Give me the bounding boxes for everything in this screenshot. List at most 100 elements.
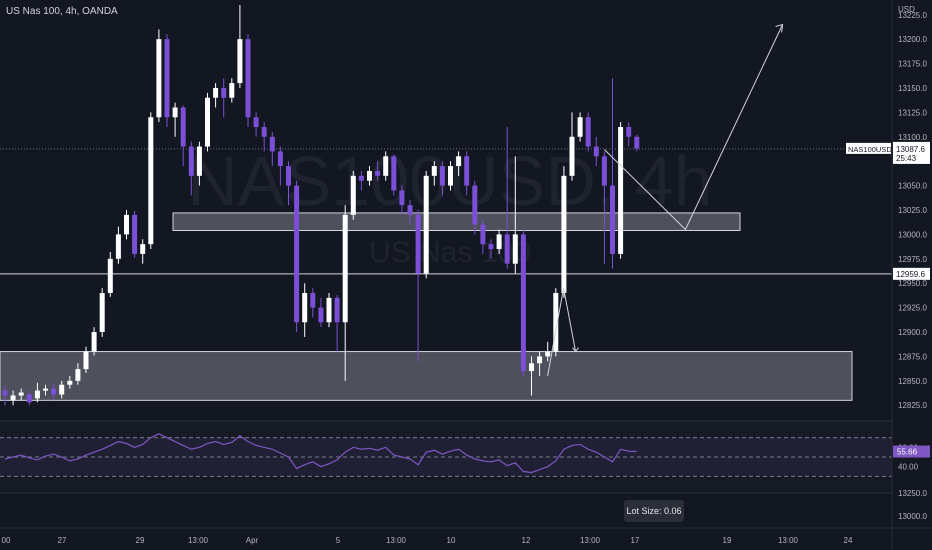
candle-body — [115, 234, 121, 259]
candle-body — [577, 117, 583, 137]
candle-body — [156, 39, 162, 118]
candle-body — [107, 258, 113, 293]
candle-body — [529, 363, 534, 372]
candle-body — [610, 185, 615, 254]
lot-size-badge[interactable]: Lot Size: 0.06 — [624, 500, 684, 522]
candle-body — [448, 166, 453, 186]
candle-body — [2, 390, 8, 396]
time-tick-label: 29 — [136, 536, 145, 545]
level-price-badge — [893, 267, 930, 280]
candle-body — [196, 146, 202, 176]
candle-body — [431, 166, 437, 176]
time-tick-label: 10 — [447, 536, 456, 545]
price-tick-label: 12825.0 — [898, 401, 927, 410]
candle-body — [326, 297, 332, 323]
candle-body — [269, 136, 275, 152]
price-tick-label: 13100.0 — [898, 133, 927, 142]
price-tick-label: 12875.0 — [898, 352, 927, 361]
candle-body — [585, 117, 591, 147]
price-tick-label: 13000.0 — [898, 230, 927, 239]
candle-body — [545, 351, 551, 357]
candle-body — [496, 234, 502, 250]
time-tick-label: Apr — [246, 536, 259, 545]
current-price-label: 13087.6 — [896, 145, 925, 154]
time-tick-label: 13:00 — [188, 536, 209, 545]
candle-body — [601, 156, 607, 186]
price-tick-label: 13025.0 — [898, 206, 927, 215]
candle-body — [286, 166, 291, 186]
zone-resistance — [172, 212, 741, 232]
candle-body — [391, 156, 397, 191]
rsi-tick-label: 40.00 — [898, 463, 919, 472]
time-tick-label: 5 — [336, 536, 341, 545]
price-tick-label: 12975.0 — [898, 255, 927, 264]
candle-body — [480, 224, 486, 245]
price-tick-label: 12900.0 — [898, 328, 927, 337]
candle-body — [407, 205, 413, 215]
candle-body — [43, 388, 48, 391]
candle-body — [253, 117, 259, 128]
candle-body — [423, 175, 429, 274]
candle-body — [367, 170, 372, 181]
candle-body — [245, 39, 251, 118]
candle-body — [472, 185, 478, 225]
candle-body — [569, 136, 575, 176]
price-tick-label: 13050.0 — [898, 182, 927, 191]
time-tick-label: 17 — [631, 536, 640, 545]
candle-body — [18, 392, 24, 396]
candle-body — [91, 332, 97, 352]
candle-body — [83, 351, 89, 370]
watermark-subtitle: US Nas 100 — [369, 236, 531, 269]
candle-body — [553, 292, 559, 352]
time-tick-label: 12 — [522, 536, 531, 545]
candle-body — [75, 369, 81, 381]
candle-body — [213, 87, 219, 98]
candle-body — [205, 97, 210, 147]
candle-body — [310, 292, 316, 308]
candle-body — [164, 39, 170, 118]
price-axis-currency: USD — [898, 5, 915, 14]
candle-body — [51, 388, 57, 395]
candle-body — [383, 156, 389, 176]
candle-body — [237, 39, 243, 84]
candle-body — [148, 117, 154, 245]
candle-body — [59, 384, 65, 395]
candle-body — [342, 214, 348, 323]
rsi-line — [4, 433, 637, 474]
price-tick-label: 13225.0 — [898, 11, 927, 20]
candle-body — [520, 234, 526, 372]
chart-title: US Nas 100, 4h, OANDA — [6, 6, 118, 17]
bar-countdown-label: 25:43 — [896, 154, 917, 163]
candle-body — [318, 307, 324, 323]
lower-axis-tick-label: 13000.0 — [898, 512, 927, 521]
candle-body — [439, 166, 445, 186]
current-symbol-label: NAS100USD — [848, 145, 892, 154]
candle-body — [464, 156, 470, 186]
time-tick-label: 24 — [844, 536, 853, 545]
lower-axis-tick-label: 13250.0 — [898, 489, 927, 498]
candle-body — [634, 136, 640, 149]
zone-support — [0, 351, 853, 401]
candle-body — [399, 190, 405, 206]
candle-body — [188, 146, 194, 176]
price-tick-label: 12950.0 — [898, 279, 927, 288]
projection-path — [604, 24, 784, 231]
candle-body — [26, 394, 32, 403]
candle-body — [537, 356, 543, 364]
time-tick-label: 00 — [2, 536, 11, 545]
time-tick-label: 13:00 — [386, 536, 407, 545]
candle-body — [488, 244, 494, 250]
candle-body — [593, 146, 599, 157]
price-tick-label: 13175.0 — [898, 60, 927, 69]
candle-body — [172, 107, 178, 118]
candle-body — [504, 234, 510, 264]
candle-body — [221, 87, 227, 98]
candle-body — [99, 292, 105, 333]
price-tick-label: 12850.0 — [898, 377, 927, 386]
candle-body — [261, 127, 267, 137]
time-tick-label: 19 — [723, 536, 732, 545]
current-symbol-badge — [846, 142, 891, 154]
candle-body — [512, 234, 518, 264]
candle-body — [229, 83, 235, 98]
